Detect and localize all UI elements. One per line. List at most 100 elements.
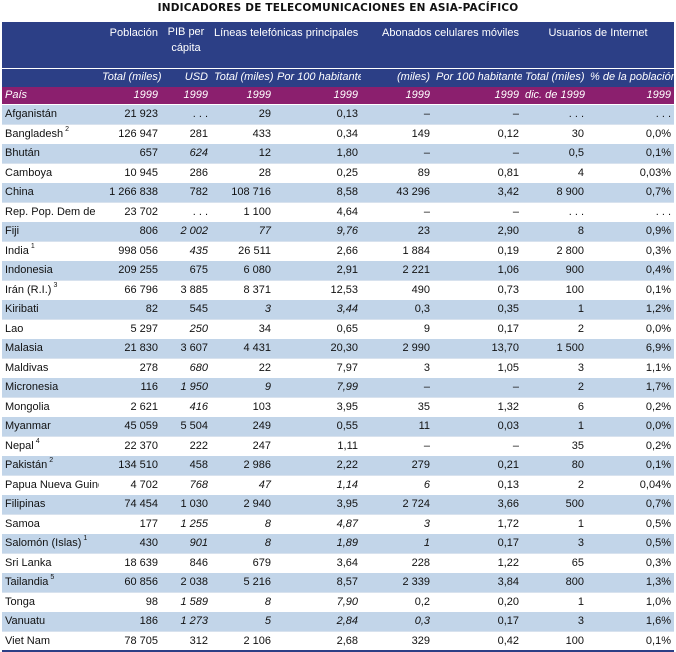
- internet-pct-cell-text: 0,0%: [645, 127, 671, 140]
- pib-cell: 545: [161, 299, 211, 319]
- celulares-100-cell: 0,12: [433, 123, 522, 144]
- table-row: Maldivas 278 680 22 7,97 3 1,05 3 1,1%: [2, 357, 674, 378]
- internet-total-cell-text: 100: [565, 634, 584, 647]
- celulares-100-cell-text: –: [512, 381, 519, 393]
- lineas-100-cell: 2,68: [274, 630, 361, 652]
- year-cell: 1999: [587, 87, 674, 105]
- lineas-total-cell: 77: [211, 221, 274, 241]
- lineas-100-cell: 2,22: [274, 455, 361, 475]
- poblacion-cell-text: 78 705: [124, 634, 158, 647]
- pib-cell-text: 3 607: [180, 342, 208, 354]
- country-cell: Fiji: [2, 221, 99, 241]
- celulares-100-cell-text: 0,81: [497, 166, 519, 179]
- celulares-100-cell-text: 1,72: [497, 517, 519, 530]
- lineas-100-cell: 4,64: [274, 201, 361, 222]
- lineas-total-cell-text: 108 716: [231, 186, 271, 198]
- internet-pct-cell-text: . . .: [655, 205, 671, 218]
- table-row: Indonesia 209 255 675 6 080 2,91 2 221 1,06 900…: [2, 260, 674, 280]
- celulares-cell: 9: [361, 318, 433, 339]
- country-cell-text: Nepal: [5, 439, 34, 452]
- internet-pct-cell: 0,4%: [587, 260, 674, 280]
- lineas-100-cell-text: 3,95: [336, 400, 358, 413]
- internet-total-cell-text: 1: [577, 420, 584, 432]
- country-cell: Myanmar: [2, 416, 99, 436]
- poblacion-cell-text: 209 255: [118, 264, 158, 276]
- footnote-marker: 5: [50, 574, 55, 581]
- pib-cell: 1 950: [161, 377, 211, 397]
- country-cell: Indonesia: [2, 260, 99, 280]
- poblacion-cell: 126 947: [99, 123, 161, 144]
- internet-pct-cell-text: 0,2%: [645, 400, 671, 413]
- internet-pct-cell-text: 1,6%: [645, 615, 671, 627]
- lineas-total-cell-text: 34: [258, 322, 271, 335]
- internet-pct-cell-text: 1,1%: [645, 361, 671, 374]
- internet-total-cell-text: 8 900: [556, 186, 584, 198]
- internet-total-cell-text: 100: [565, 283, 584, 296]
- pib-cell: 416: [161, 396, 211, 417]
- celulares-cell-text: 0,2: [414, 595, 430, 608]
- footnote-marker: 3: [53, 281, 58, 289]
- lineas-total-cell: 249: [211, 416, 274, 436]
- table-row: Camboya 10 945 286 28 0,25 89 0,81 4 0,03%: [2, 162, 674, 183]
- table-row: Fiji 806 2 002 77 9,76 23 2,90 8 0,9%: [2, 221, 674, 241]
- internet-pct-cell: 0,0%: [587, 416, 674, 436]
- celulares-cell-text: –: [423, 108, 430, 120]
- celulares-cell: 2 990: [361, 338, 433, 358]
- internet-total-cell: 1: [522, 299, 587, 319]
- lineas-total-cell: 8: [211, 513, 274, 534]
- table-row: Myanmar 45 059 5 504 249 0,55 11 0,03 1 0,0%: [2, 416, 674, 436]
- country-cell: Micronesia: [2, 377, 99, 397]
- internet-pct-cell: 1,0%: [587, 591, 674, 612]
- lineas-total-cell-text: 47: [258, 478, 271, 491]
- pib-cell: 1 589: [161, 591, 211, 612]
- celulares-100-cell-text: 0,03: [497, 420, 519, 432]
- table-row: Vanuatu 186 1 273 5 2,84 0,3 0,17 3 1,6%: [2, 611, 674, 631]
- lineas-100-cell-text: 0,25: [336, 166, 358, 179]
- lineas-total-cell: 12: [211, 143, 274, 163]
- internet-pct-cell: 6,9%: [587, 338, 674, 358]
- internet-total-cell-text: 80: [571, 459, 584, 471]
- pib-cell: 1 273: [161, 611, 211, 631]
- lineas-100-cell: 1,80: [274, 143, 361, 163]
- celulares-100-cell: 0,81: [433, 162, 522, 183]
- internet-total-cell: 8: [522, 221, 587, 241]
- country-cell: Viet Nam: [2, 630, 99, 652]
- internet-total-cell: 1: [522, 591, 587, 612]
- table-row: Papua Nueva Guinea 4 702 768 47 1,14 6 0,13 2 0,…: [2, 474, 674, 495]
- poblacion-cell: 21 923: [99, 104, 161, 124]
- internet-total-cell-text: 500: [565, 498, 584, 510]
- year-cell: dic. de 1999: [522, 87, 587, 105]
- poblacion-cell-text: 134 510: [118, 459, 158, 471]
- lineas-100-cell: 8,58: [274, 182, 361, 202]
- celulares-100-cell-text: 3,84: [497, 576, 519, 588]
- celulares-100-cell: 0,73: [433, 279, 522, 300]
- table-row: Tonga 98 1 589 8 7,90 0,2 0,20 1 1,0%: [2, 591, 674, 612]
- internet-total-cell: 30: [522, 123, 587, 144]
- country-cell: Tonga: [2, 591, 99, 612]
- internet-total-cell: 80: [522, 455, 587, 475]
- pib-cell: 222: [161, 435, 211, 456]
- celulares-100-cell: 1,06: [433, 260, 522, 280]
- celulares-cell-text: –: [423, 147, 430, 159]
- lineas-total-cell: 22: [211, 357, 274, 378]
- celulares-cell-text: 3: [423, 517, 430, 530]
- internet-total-cell: 1: [522, 416, 587, 436]
- lineas-100-cell-text: 1,80: [336, 147, 358, 159]
- pib-cell: 846: [161, 552, 211, 573]
- celulares-cell-text: 23: [417, 225, 430, 237]
- celulares-cell-text: 490: [411, 283, 430, 296]
- pib-cell: 3 885: [161, 279, 211, 300]
- celulares-cell: 6: [361, 474, 433, 495]
- poblacion-cell-text: 74 454: [124, 498, 158, 510]
- pib-cell-text: 768: [189, 478, 208, 491]
- internet-total-cell-text: 0,5: [568, 147, 584, 159]
- celulares-cell-text: 43 296: [396, 186, 430, 198]
- poblacion-cell-text: 18 639: [124, 556, 158, 569]
- country-cell: Sri Lanka: [2, 552, 99, 573]
- table-row: Tailandia 5 60 856 2 038 5 216 8,57 2 339 3,84 8…: [2, 572, 674, 592]
- table-row: Rep. Pop. Dem de Corea 23 702 . . . 1 100 4,…: [2, 201, 674, 222]
- lineas-100-cell-text: 2,22: [336, 459, 358, 471]
- poblacion-cell: 134 510: [99, 455, 161, 475]
- poblacion-cell-text: 806: [139, 225, 158, 237]
- internet-total-cell: 1: [522, 513, 587, 534]
